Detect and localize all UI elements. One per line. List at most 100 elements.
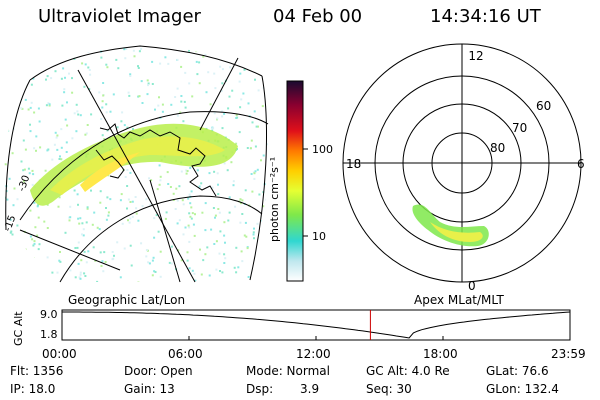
noise-pixel [83,272,86,275]
noise-pixel [84,133,87,136]
noise-pixel [170,262,173,265]
noise-pixel [44,169,47,172]
noise-pixel [177,249,180,252]
noise-pixel [74,247,77,249]
noise-pixel [76,110,79,113]
lat-label-70: 70 [512,121,527,135]
noise-pixel [223,112,226,115]
noise-pixel [255,125,258,128]
noise-pixel [253,237,255,240]
noise-pixel [4,73,6,76]
noise-pixel [254,145,257,148]
noise-pixel [180,95,183,97]
noise-pixel [75,103,78,106]
noise-pixel [21,107,24,110]
noise-pixel [8,177,11,180]
noise-pixel [259,64,262,67]
noise-pixel [235,114,238,116]
noise-pixel [112,93,115,96]
noise-pixel [262,154,265,157]
noise-pixel [91,223,94,226]
noise-pixel [131,200,134,203]
noise-pixel [183,100,186,103]
noise-pixel [137,219,140,222]
noise-pixel [267,143,268,146]
noise-pixel [261,220,264,222]
noise-pixel [125,48,128,50]
noise-pixel [221,127,224,130]
noise-pixel [46,149,49,152]
noise-pixel [218,211,221,214]
noise-pixel [22,180,25,183]
noise-pixel [24,248,27,251]
noise-pixel [34,226,37,229]
noise-pixel [137,67,140,69]
noise-pixel [68,219,71,222]
noise-pixel [84,63,87,66]
noise-pixel [100,265,103,267]
noise-pixel [9,218,12,221]
noise-pixel [178,219,181,222]
app-title: Ultraviolet Imager [38,6,201,27]
noise-pixel [204,53,207,55]
noise-pixel [250,43,252,45]
noise-pixel [69,216,72,219]
noise-pixel [46,227,49,229]
noise-pixel [116,241,119,244]
noise-pixel [157,230,160,233]
noise-pixel [19,73,21,76]
noise-pixel [105,207,107,209]
noise-pixel [207,71,210,74]
mlt-label-6: 6 [577,157,585,171]
noise-pixel [159,43,161,45]
colorbar-tick-10: 10 [312,230,326,243]
noise-pixel [254,170,257,173]
noise-pixel [33,201,36,204]
noise-pixel [257,125,259,128]
marker-label-1: -15 [2,214,18,233]
noise-pixel [103,138,106,141]
noise-pixel [54,131,57,134]
noise-pixel [213,72,216,75]
noise-pixel [105,111,108,114]
noise-pixel [64,231,67,234]
noise-pixel [75,130,78,133]
noise-pixel [204,253,207,256]
colorbar-unit-label: photon cm⁻²s⁻¹ [268,157,281,242]
noise-pixel [130,264,133,267]
noise-pixel [198,82,201,85]
noise-pixel [9,231,12,234]
noise-pixel [251,190,254,193]
noise-pixel [224,257,227,260]
noise-pixel [134,196,137,198]
noise-pixel [36,205,39,208]
noise-pixel [151,259,154,262]
noise-pixel [77,241,80,244]
noise-pixel [132,49,135,52]
noise-pixel [111,251,114,253]
noise-pixel [79,114,82,117]
noise-pixel [59,155,61,158]
noise-pixel [232,184,235,187]
noise-pixel [262,205,265,208]
noise-pixel [208,172,211,175]
noise-pixel [79,277,82,280]
noise-pixel [152,256,155,259]
noise-pixel [246,147,249,149]
noise-pixel [35,135,38,138]
noise-pixel [38,243,41,246]
noise-pixel [42,268,44,271]
noise-pixel [102,82,105,84]
noise-pixel [126,185,129,187]
noise-pixel [200,48,203,51]
noise-pixel [164,56,167,59]
status-mode: Mode: Normal [246,364,330,378]
noise-pixel [24,98,27,101]
noise-pixel [241,199,244,202]
noise-pixel [239,198,242,201]
noise-pixel [88,88,91,90]
noise-pixel [221,110,224,113]
noise-pixel [99,201,102,204]
noise-pixel [86,124,89,126]
noise-pixel [188,46,191,47]
